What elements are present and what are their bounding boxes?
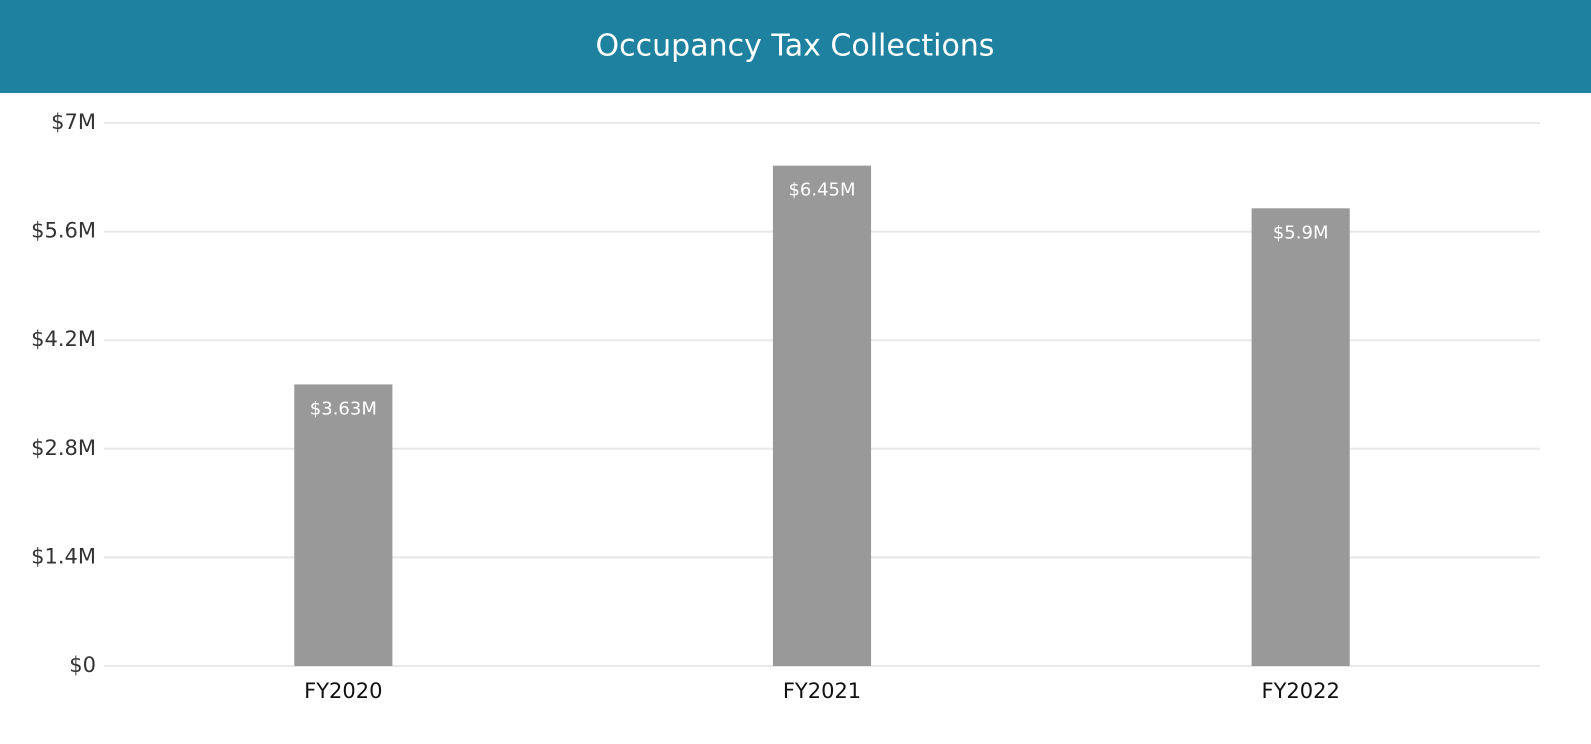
bar — [294, 384, 393, 666]
bar — [1251, 208, 1350, 667]
x-tick-label: FY2021 — [783, 679, 861, 703]
x-tick-label: FY2022 — [1261, 679, 1339, 703]
data-label: $5.9M — [1273, 222, 1329, 243]
y-tick-label: $0 — [69, 653, 96, 677]
bar — [772, 165, 872, 666]
y-tick-label: $7M — [51, 110, 96, 134]
y-tick-label: $4.2M — [31, 327, 96, 351]
y-tick-label: $2.8M — [31, 436, 96, 460]
data-label: $6.45M — [788, 180, 855, 201]
x-tick-label: FY2020 — [304, 679, 382, 703]
header-bar — [0, 0, 1591, 93]
y-tick-label: $1.4M — [31, 544, 96, 568]
chart-title: Occupancy Tax Collections — [596, 29, 995, 64]
y-tick-label: $5.6M — [31, 219, 96, 243]
data-label: $3.63M — [310, 398, 377, 419]
